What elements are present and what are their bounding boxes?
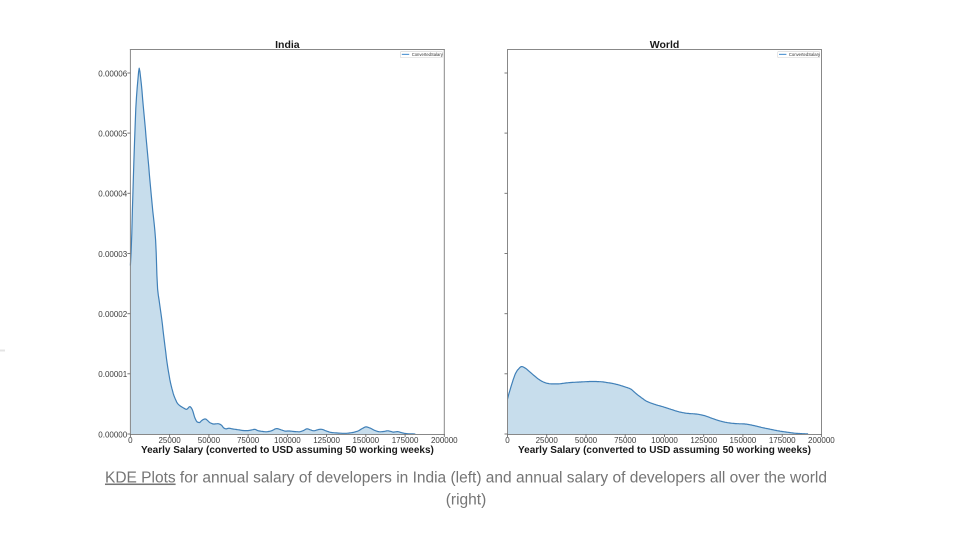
svg-text:150000: 150000: [730, 436, 757, 445]
svg-text:0.00003: 0.00003: [98, 250, 127, 259]
svg-text:25000: 25000: [158, 436, 181, 445]
svg-text:World: World: [650, 39, 680, 51]
svg-text:0.00004: 0.00004: [98, 190, 127, 199]
svg-text:175000: 175000: [392, 436, 419, 445]
svg-text:(right): (right): [446, 492, 486, 509]
svg-text:0.00001: 0.00001: [98, 370, 127, 379]
svg-text:175000: 175000: [769, 436, 796, 445]
svg-text:0: 0: [128, 436, 133, 445]
svg-text:0.00006: 0.00006: [98, 69, 127, 78]
svg-text:75000: 75000: [237, 436, 260, 445]
svg-text:ConvertedSalary: ConvertedSalary: [789, 52, 821, 57]
svg-text:25000: 25000: [536, 436, 559, 445]
svg-text:ConvertedSalary: ConvertedSalary: [412, 52, 444, 57]
svg-text:Yearly Salary (converted to US: Yearly Salary (converted to USD assuming…: [518, 445, 811, 456]
svg-text:50000: 50000: [575, 436, 598, 445]
svg-text:100000: 100000: [274, 436, 301, 445]
svg-text:India: India: [275, 39, 300, 51]
svg-text:Yearly Salary (converted to US: Yearly Salary (converted to USD assuming…: [141, 445, 434, 456]
svg-text:125000: 125000: [313, 436, 340, 445]
svg-text:75000: 75000: [614, 436, 637, 445]
svg-text:0.00002: 0.00002: [98, 310, 127, 319]
svg-text:200000: 200000: [808, 436, 835, 445]
svg-text:0.00005: 0.00005: [98, 130, 127, 139]
svg-text:0: 0: [505, 436, 510, 445]
svg-text:0.00000: 0.00000: [98, 430, 127, 439]
svg-text:150000: 150000: [352, 436, 379, 445]
svg-text:200000: 200000: [431, 436, 458, 445]
svg-text:KDE Plots for annual salary of: KDE Plots for annual salary of developer…: [105, 470, 827, 487]
svg-text:100000: 100000: [651, 436, 678, 445]
svg-text:50000: 50000: [198, 436, 221, 445]
svg-text:125000: 125000: [690, 436, 717, 445]
